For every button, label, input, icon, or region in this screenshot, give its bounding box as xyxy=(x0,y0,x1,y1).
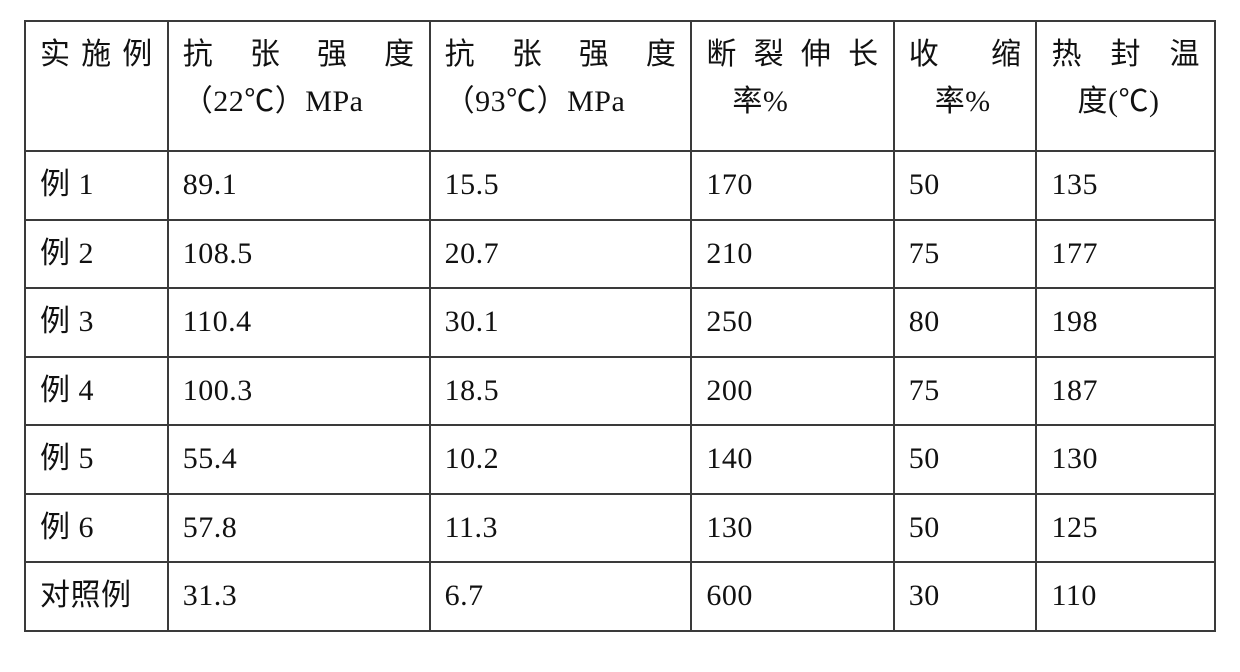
cell-heat-seal: 130 xyxy=(1036,425,1215,494)
cell-tensile-93: 15.5 xyxy=(430,151,692,220)
cell-shrinkage: 75 xyxy=(894,220,1037,289)
table-row: 例 3 110.4 30.1 250 80 198 xyxy=(25,288,1215,357)
col-header-shrinkage: 收缩 率% xyxy=(894,21,1037,151)
cell-heat-seal: 110 xyxy=(1036,562,1215,631)
cell-tensile-22: 100.3 xyxy=(168,357,430,426)
col-header-text: 抗张强度 xyxy=(445,32,677,79)
col-header-text: 收缩 xyxy=(909,32,1022,79)
cell-elongation: 250 xyxy=(691,288,893,357)
cell-shrinkage: 80 xyxy=(894,288,1037,357)
cell-example: 例 2 xyxy=(25,220,168,289)
col-header-text: 率% xyxy=(909,79,1022,126)
cell-tensile-22: 110.4 xyxy=(168,288,430,357)
table-row: 例 2 108.5 20.7 210 75 177 xyxy=(25,220,1215,289)
col-header-elongation: 断裂伸长 率% xyxy=(691,21,893,151)
data-table: 实施例 抗张强度 （22℃）MPa 抗张强度 （93℃）MPa 断裂伸长 率% … xyxy=(24,20,1216,632)
cell-heat-seal: 135 xyxy=(1036,151,1215,220)
cell-elongation: 600 xyxy=(691,562,893,631)
cell-shrinkage: 50 xyxy=(894,425,1037,494)
col-header-text: 度(℃) xyxy=(1051,79,1200,126)
table-row: 例 4 100.3 18.5 200 75 187 xyxy=(25,357,1215,426)
cell-heat-seal: 177 xyxy=(1036,220,1215,289)
cell-tensile-93: 20.7 xyxy=(430,220,692,289)
col-header-text: （93℃）MPa xyxy=(445,79,677,126)
col-header-heat-seal: 热封温 度(℃) xyxy=(1036,21,1215,151)
cell-example: 例 6 xyxy=(25,494,168,563)
cell-elongation: 140 xyxy=(691,425,893,494)
table-row: 例 5 55.4 10.2 140 50 130 xyxy=(25,425,1215,494)
cell-tensile-93: 18.5 xyxy=(430,357,692,426)
col-header-example: 实施例 xyxy=(25,21,168,151)
cell-tensile-93: 10.2 xyxy=(430,425,692,494)
col-header-text: 热封温 xyxy=(1051,32,1200,79)
table-row: 例 1 89.1 15.5 170 50 135 xyxy=(25,151,1215,220)
col-header-tensile-22: 抗张强度 （22℃）MPa xyxy=(168,21,430,151)
cell-example: 例 1 xyxy=(25,151,168,220)
table-container: 实施例 抗张强度 （22℃）MPa 抗张强度 （93℃）MPa 断裂伸长 率% … xyxy=(0,0,1240,652)
cell-tensile-93: 30.1 xyxy=(430,288,692,357)
cell-tensile-22: 31.3 xyxy=(168,562,430,631)
cell-shrinkage: 50 xyxy=(894,151,1037,220)
cell-shrinkage: 30 xyxy=(894,562,1037,631)
table-header-row: 实施例 抗张强度 （22℃）MPa 抗张强度 （93℃）MPa 断裂伸长 率% … xyxy=(25,21,1215,151)
cell-shrinkage: 75 xyxy=(894,357,1037,426)
col-header-text: 实施例 xyxy=(40,32,153,79)
cell-shrinkage: 50 xyxy=(894,494,1037,563)
cell-heat-seal: 198 xyxy=(1036,288,1215,357)
cell-heat-seal: 125 xyxy=(1036,494,1215,563)
cell-tensile-93: 6.7 xyxy=(430,562,692,631)
col-header-text: 率% xyxy=(706,79,878,126)
cell-example: 例 5 xyxy=(25,425,168,494)
cell-elongation: 210 xyxy=(691,220,893,289)
cell-example: 例 4 xyxy=(25,357,168,426)
col-header-text: （22℃）MPa xyxy=(183,79,415,126)
cell-elongation: 170 xyxy=(691,151,893,220)
cell-elongation: 200 xyxy=(691,357,893,426)
table-row: 对照例 31.3 6.7 600 30 110 xyxy=(25,562,1215,631)
cell-tensile-22: 108.5 xyxy=(168,220,430,289)
col-header-text: 抗张强度 xyxy=(183,32,415,79)
cell-elongation: 130 xyxy=(691,494,893,563)
cell-tensile-22: 55.4 xyxy=(168,425,430,494)
cell-example: 例 3 xyxy=(25,288,168,357)
col-header-text: 断裂伸长 xyxy=(706,32,878,79)
cell-tensile-22: 89.1 xyxy=(168,151,430,220)
table-row: 例 6 57.8 11.3 130 50 125 xyxy=(25,494,1215,563)
cell-heat-seal: 187 xyxy=(1036,357,1215,426)
cell-tensile-93: 11.3 xyxy=(430,494,692,563)
cell-example: 对照例 xyxy=(25,562,168,631)
col-header-tensile-93: 抗张强度 （93℃）MPa xyxy=(430,21,692,151)
cell-tensile-22: 57.8 xyxy=(168,494,430,563)
